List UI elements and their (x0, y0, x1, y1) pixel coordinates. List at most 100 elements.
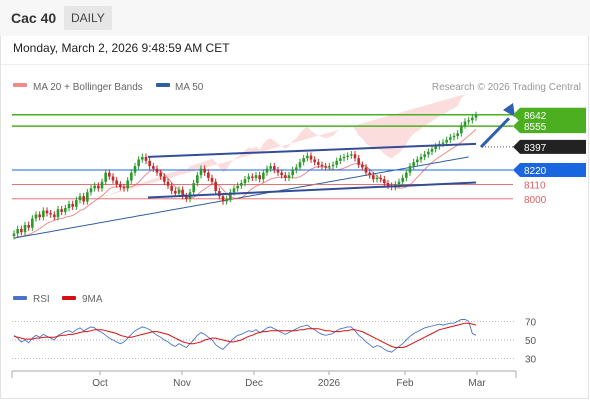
x-tick-label: 2026 (318, 378, 341, 389)
candle-body (122, 187, 126, 189)
level-label: 8642 (524, 111, 547, 122)
candle-body (357, 158, 360, 165)
candle-body (460, 125, 463, 134)
ma20-legend-label: MA 20 + Bollinger Bands (33, 82, 143, 93)
candle-body (232, 188, 236, 193)
ma20-legend-swatch (13, 83, 27, 87)
candle-body (383, 179, 386, 184)
candle-body (401, 177, 404, 182)
candle-body (78, 196, 82, 201)
x-tick-label: Feb (396, 378, 414, 389)
candle-body (67, 204, 71, 208)
candle-body (144, 156, 148, 161)
candle-body (243, 179, 247, 184)
ma20-line (13, 129, 477, 240)
level-label: 8397 (524, 143, 547, 154)
candle-body (12, 233, 16, 237)
candle-body (379, 177, 382, 180)
candle-body (287, 175, 291, 178)
candle-body (130, 172, 133, 181)
rsi-ma-legend-label: 9MA (82, 294, 103, 305)
candle-body (203, 168, 206, 173)
candle-body (93, 185, 96, 189)
candle-body (34, 214, 38, 219)
candle-body (324, 166, 327, 168)
candle-body (56, 209, 60, 218)
level-label: 8555 (524, 122, 547, 133)
period-button[interactable]: DAILY (64, 6, 112, 30)
candle-body (214, 181, 217, 191)
ma50-legend-label: MA 50 (175, 82, 204, 93)
x-tick-label: Dec (245, 378, 263, 389)
candle-body (427, 151, 430, 155)
candle-body (397, 181, 401, 185)
x-tick-label: Mar (468, 378, 486, 389)
candle-body (108, 172, 111, 177)
candle-body (38, 214, 41, 218)
candle-body (430, 149, 434, 152)
candle-body (298, 162, 302, 168)
candle-body (159, 172, 162, 177)
candle-body (419, 156, 423, 160)
bollinger-band (14, 93, 469, 223)
trend-channel-upper (147, 142, 477, 158)
datetime-label: Monday, March 2, 2026 9:48:59 AM CET (13, 41, 230, 55)
candle-body (133, 166, 137, 173)
projection-arrow (479, 117, 511, 149)
level-tag (513, 163, 586, 178)
candle-body (181, 189, 184, 197)
candle-body (148, 160, 151, 167)
candle-body (236, 185, 239, 189)
candle-body (192, 183, 195, 193)
candle-body (284, 175, 287, 178)
level-label: 8110 (524, 180, 546, 191)
candle-body (295, 167, 298, 171)
candle-body (45, 210, 49, 214)
candle-body (408, 166, 412, 173)
candle-body (71, 204, 74, 207)
candle-body (445, 139, 448, 143)
candle-body (449, 137, 452, 140)
trend-channel-lower (147, 181, 477, 199)
level-label: 8000 (524, 195, 547, 206)
candle-body (152, 166, 155, 169)
candle-body (320, 164, 324, 167)
level-tag (513, 107, 586, 122)
candle-body (463, 121, 467, 126)
candle-body (456, 133, 459, 136)
candle-body (467, 120, 470, 122)
level-tag (513, 119, 586, 134)
candle-body (229, 192, 232, 199)
candle-body (405, 172, 408, 178)
candle-body (342, 156, 346, 159)
credit-label: Research © 2026 Trading Central (432, 82, 581, 93)
rsi-ma-legend-swatch (62, 296, 76, 300)
candle-body (269, 166, 272, 169)
candle-body (353, 154, 357, 159)
candle-body (210, 177, 214, 182)
candle-body (328, 166, 331, 168)
candle-body (207, 172, 210, 178)
level-label: 8220 (524, 166, 547, 177)
chart-title: Cac 40 (11, 10, 57, 26)
candle-body (49, 213, 52, 215)
candle-body (372, 175, 375, 180)
candle-body (273, 166, 276, 171)
candle-body (251, 176, 254, 178)
candle-body (196, 175, 199, 184)
candle-body (31, 218, 34, 228)
rsi-legend-label: RSI (33, 294, 50, 305)
ma50-legend-swatch (156, 83, 170, 87)
candle-body (155, 168, 159, 173)
candle-body (86, 192, 89, 202)
candle-body (60, 209, 63, 212)
candle-body (170, 185, 173, 191)
candle-body (302, 158, 305, 163)
candle-body (53, 214, 56, 218)
candle-body (199, 168, 203, 176)
rsi-tick-label: 30 (525, 355, 537, 366)
candle-body (317, 162, 320, 165)
candle-body (265, 168, 269, 173)
candle-body (368, 172, 371, 176)
